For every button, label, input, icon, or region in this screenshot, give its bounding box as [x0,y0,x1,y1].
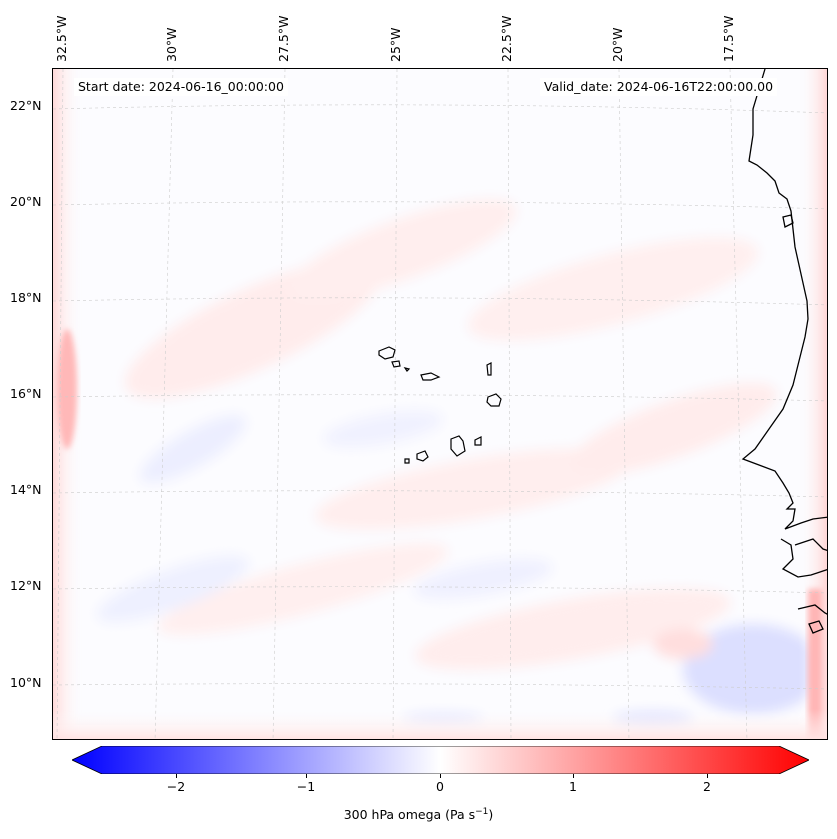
colorbar-tick-1: 1 [569,779,577,794]
graticule [53,69,827,739]
lat-label-14n: 14°N [10,482,42,497]
lat-label-18n: 18°N [10,290,42,305]
lat-label-20n: 20°N [10,194,42,209]
bottom-boundary-zone [53,709,827,739]
colorbar-tick-2: 2 [703,779,711,794]
colorbar-tick-neg2: −2 [166,779,186,794]
lon-label-17-5w: 17.5°W [721,15,736,62]
lon-label-25w: 25°W [388,27,403,62]
colorbar-svg [71,745,810,775]
west-africa-coastline [741,69,827,634]
colorbar-tickmark-0 [440,774,441,778]
start-date-label: Start date: 2024-06-16_00:00:00 [74,78,288,96]
lon-label-30w: 30°W [164,27,179,62]
omega-contours [97,199,823,727]
lat-label-22n: 22°N [10,98,42,113]
valid-date-label: Valid_date: 2024-06-16T22:00:00.00 [540,78,778,96]
lon-label-22-5w: 22.5°W [499,15,514,62]
lat-label-16n: 16°N [10,386,42,401]
lat-label-12n: 12°N [10,578,42,593]
left-boundary-maximum [57,329,77,449]
colorbar-label: 300 hPa omega (Pa s−1) [0,807,837,822]
lon-label-20w: 20°W [610,27,625,62]
map-panel[interactable] [52,68,828,740]
colorbar-tickmark-neg2 [176,774,177,778]
colorbar [71,745,810,775]
right-boundary-maximum [808,589,822,739]
lon-label-32-5w: 32.5°W [54,15,69,62]
colorbar-label-close: ) [488,807,494,823]
colorbar-label-text: 300 hPa omega (Pa s [343,807,476,823]
colorbar-tickmark-2 [707,774,708,778]
cape-verde-islands [378,346,502,464]
colorbar-tick-0: 0 [436,779,444,794]
lon-label-27-5w: 27.5°W [276,15,291,62]
colorbar-tickmark-neg1 [306,774,307,778]
lat-label-10n: 10°N [10,675,42,690]
colorbar-tickmark-1 [573,774,574,778]
colorbar-tick-neg1: −1 [296,779,316,794]
omega-field-map [53,69,827,739]
colorbar-label-exponent: −1 [475,807,489,817]
colorbar-gradient [71,745,810,775]
